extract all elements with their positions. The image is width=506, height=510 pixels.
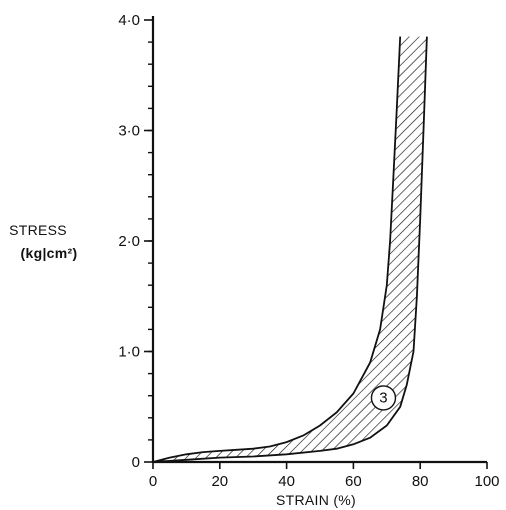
region-label-badge: 3: [370, 385, 397, 411]
x-axis-title: STRAIN (%): [276, 492, 356, 508]
region-label-circle: [370, 385, 397, 411]
ticks-layer: [144, 19, 488, 469]
x-tick-label: 80: [412, 473, 429, 490]
x-tick-label: 60: [345, 473, 362, 490]
band-layer: [152, 36, 428, 463]
y-axis-title-line2: (kg|cm²): [21, 245, 78, 261]
tick-labels-layer: 0 20 40 60 80 100 0 1·0 2·0 3·0 4·0: [118, 12, 499, 490]
x-tick-label: 20: [211, 473, 228, 490]
hatched-band: [153, 36, 427, 462]
y-tick-label: 1·0: [118, 344, 140, 361]
upper-bound-curve: [152, 36, 402, 463]
x-tick-label: 100: [474, 473, 499, 490]
region-label-text: 3: [379, 389, 387, 406]
y-tick-label: 2·0: [118, 233, 140, 250]
y-tick-label: 3·0: [118, 123, 140, 140]
y-tick-label: 4·0: [118, 12, 140, 29]
x-tick-label: 40: [278, 473, 295, 490]
x-tick-label: 0: [149, 473, 157, 490]
y-tick-label: 0: [132, 454, 140, 471]
lower-bound-curve: [152, 36, 428, 463]
y-axis-title-line1: STRESS: [9, 222, 67, 238]
